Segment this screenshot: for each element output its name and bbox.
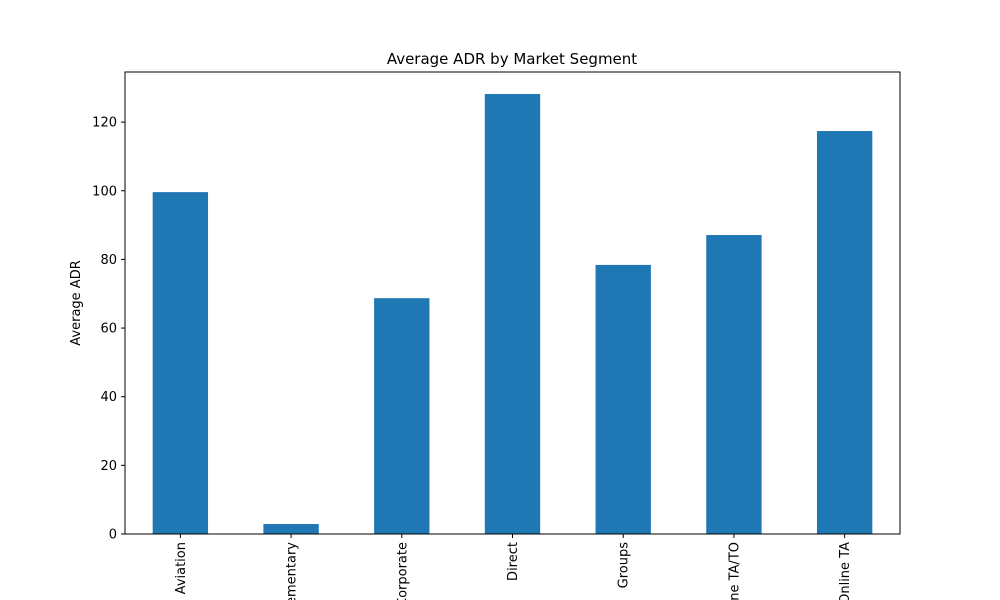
y-tick-label: 40 [100,390,117,405]
bar [263,524,319,534]
bar [816,131,873,534]
bar [484,93,541,534]
y-tick-label: 100 [92,184,117,199]
bar [152,192,209,534]
y-tick-label: 20 [100,459,117,474]
bar [595,264,651,534]
x-tick-label: Groups [617,542,632,589]
y-tick-label: 0 [109,528,117,543]
y-tick-label: 80 [100,253,117,268]
bar [374,298,430,534]
x-tick-label: Online TA [838,542,853,600]
x-tick-label: Complementary [285,542,300,600]
y-tick-label: 120 [92,116,117,131]
x-tick-label: Corporate [395,542,410,600]
bar [706,235,762,534]
x-tick-label: Aviation [174,542,189,594]
x-tick-label: Offline TA/TO [727,542,742,600]
y-tick-label: 60 [100,322,117,337]
plot-frame [124,71,901,535]
chart-title: Average ADR by Market Segment [387,50,637,68]
x-tick-label: Direct [506,542,521,581]
y-axis-label: Average ADR [69,260,84,345]
